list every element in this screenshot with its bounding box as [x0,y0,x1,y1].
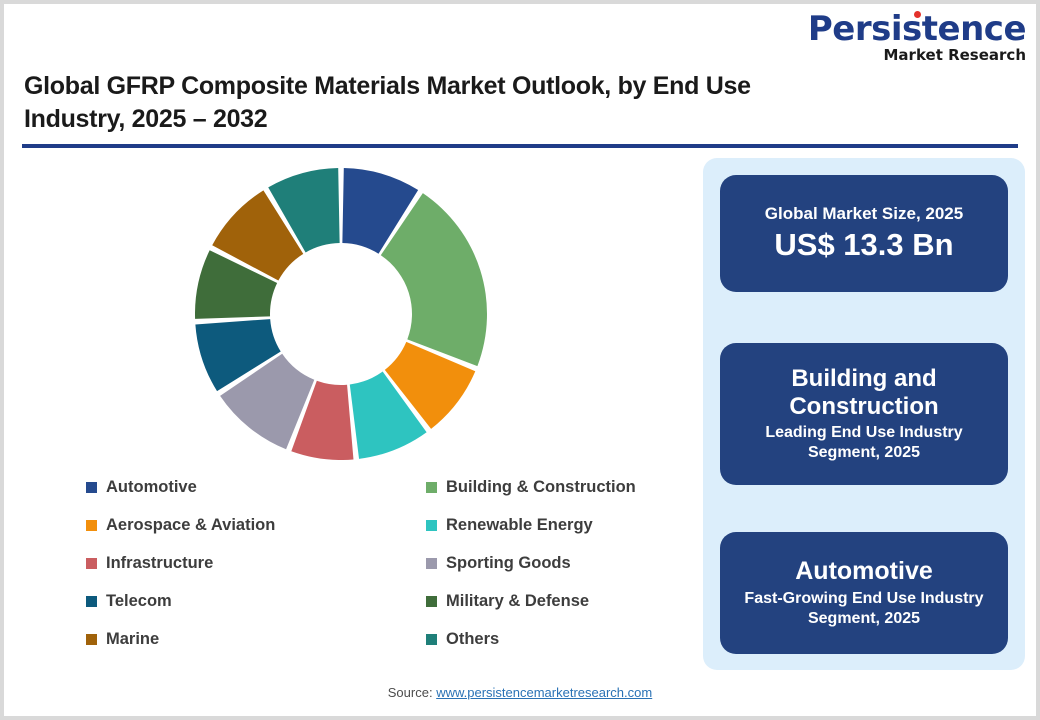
donut-slice[interactable] [268,168,340,253]
page-title: Global GFRP Composite Materials Market O… [24,72,751,133]
chart-legend: Automotive Building & Construction Aerospa… [86,468,686,658]
legend-item[interactable]: Others [426,630,686,649]
stat-card-0-value: US$ 13.3 Bn [774,226,954,262]
stat-card-1-title: Building and Construction [789,364,939,421]
donut-chart-svg [195,168,487,460]
donut-slice[interactable] [212,190,304,281]
legend-swatch-icon [86,481,97,493]
stat-card-2-sub: Fast-Growing End Use Industry Segment, 2… [744,589,984,627]
legend-item-label: Military & Defense [446,591,590,610]
legend-item-label: Automotive [106,477,197,496]
company-logo: Persistence Market Research [808,11,1027,64]
legend-item[interactable]: Automotive [86,478,426,497]
source-prefix: Source: [387,685,437,700]
legend-item-label: Renewable Energy [446,515,593,534]
legend-item-label: Telecom [106,591,172,610]
frame-border-left [0,0,4,720]
legend-swatch-icon [86,633,97,645]
donut-slice[interactable] [349,371,427,459]
highlights-panel: Global Market Size, 2025 US$ 13.3 Bn Bui… [703,158,1025,670]
donut-slice[interactable] [220,353,315,450]
legend-item[interactable]: Building & Construction [426,478,686,497]
legend-item-label: Aerospace & Aviation [106,515,276,534]
legend-item-label: Others [446,629,500,648]
stat-card-1-sub: Leading End Use Industry Segment, 2025 [765,424,963,462]
stat-card-fastest-segment[interactable]: Automotive Fast-Growing End Use Industry… [720,532,1008,654]
legend-item[interactable]: Telecom [86,592,426,611]
frame-border-top [0,0,1040,4]
source-link[interactable]: www.persistencemarketresearch.com [436,685,653,700]
logo-wordmark: Persistence [808,11,1027,46]
legend-item[interactable]: Aerospace & Aviation [86,516,426,535]
legend-item[interactable]: Marine [86,630,426,649]
legend-item[interactable]: Military & Defense [426,592,686,611]
frame-border-right [1036,0,1040,720]
legend-item-label: Infrastructure [106,553,214,572]
donut-slice[interactable] [380,193,487,367]
donut-chart-area: Automotive Building & Construction Aerospa… [20,155,680,655]
legend-swatch-icon [86,519,97,531]
source-line: Source: www.persistencemarketresearch.co… [0,685,1040,700]
stat-card-2-title: Automotive [795,557,933,586]
legend-swatch-icon [86,557,97,569]
legend-swatch-icon [426,595,437,607]
donut-slice[interactable] [291,380,354,460]
donut-slice[interactable] [384,341,476,429]
legend-swatch-icon [426,633,437,645]
donut-slice[interactable] [195,250,278,319]
legend-item-label: Sporting Goods [446,553,571,572]
legend-item[interactable]: Sporting Goods [426,554,686,573]
legend-item-label: Marine [106,629,160,648]
legend-swatch-icon [426,481,437,493]
donut-slice[interactable] [342,168,419,254]
donut-slice[interactable] [195,319,281,392]
donut-chart [195,168,487,460]
legend-swatch-icon [86,595,97,607]
legend-swatch-icon [426,519,437,531]
frame-border-bottom [0,716,1040,720]
stat-card-0-head: Global Market Size, 2025 [764,204,964,224]
legend-item[interactable]: Infrastructure [86,554,426,573]
legend-item[interactable]: Renewable Energy [426,516,686,535]
title-divider [22,144,1018,148]
logo-dot-icon [913,11,921,18]
legend-item-label: Building & Construction [446,477,636,496]
legend-swatch-icon [426,557,437,569]
stat-card-leading-segment[interactable]: Building and Construction Leading End Us… [720,343,1008,485]
logo-tagline: Market Research [883,46,1027,64]
stat-card-market-size[interactable]: Global Market Size, 2025 US$ 13.3 Bn [720,175,1008,292]
